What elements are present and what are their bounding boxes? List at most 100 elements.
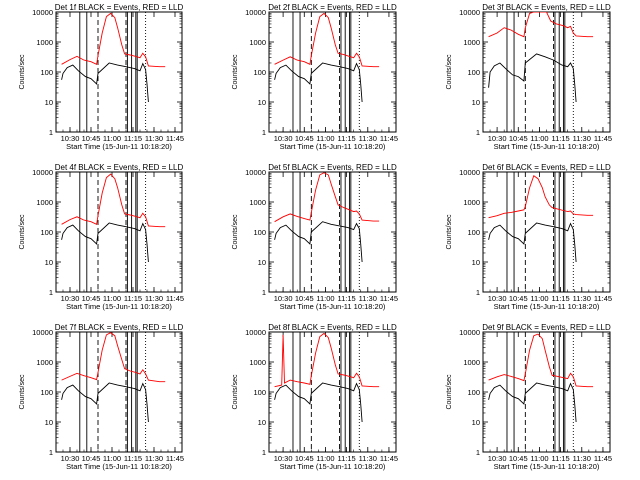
- chart-1-xtick-label: 11:00: [103, 134, 121, 143]
- chart-2-xtick-label: 10:30: [274, 134, 293, 143]
- chart-3-xtick-label: 10:30: [488, 134, 507, 143]
- chart-8-xtick-label: 11:15: [338, 454, 356, 463]
- chart-1-xtick-label: 10:30: [61, 134, 80, 143]
- chart-3-xtick-label: 10:45: [509, 134, 528, 143]
- chart-7-xtick-label: 11:45: [166, 454, 184, 463]
- chart-9-xtick-label: 10:45: [509, 454, 528, 463]
- chart-9-plot-frame: [482, 331, 611, 453]
- chart-5-xtick-label: 10:45: [295, 294, 314, 303]
- chart-7-ylabel: Counts/sec: [19, 374, 26, 410]
- chart-1-xlabel: Start Time (15-Jun-11 10:18:20): [66, 142, 172, 151]
- chart-4-lld-series-line: [61, 173, 166, 228]
- chart-4-ylabel: Counts/sec: [19, 214, 26, 250]
- chart-1-xtick-label: 11:45: [166, 134, 184, 143]
- chart-5-xtick-label: 11:15: [338, 294, 356, 303]
- chart-3-events-series-line: [488, 53, 577, 103]
- chart-2-title: Det 2f BLACK = Events, RED = LLD: [268, 3, 397, 12]
- chart-3-xtick-label: 11:00: [530, 134, 548, 143]
- chart-2-xtick-label: 11:00: [316, 134, 334, 143]
- chart-5-ytick-label: 10000: [245, 168, 266, 177]
- chart-4-ytick-label: 10: [45, 258, 53, 267]
- chart-6-xtick-label: 11:45: [594, 294, 612, 303]
- chart-2-ytick-label: 1: [262, 128, 266, 137]
- chart-4-xlabel: Start Time (15-Jun-11 10:18:20): [66, 302, 172, 311]
- chart-7-xtick-label: 11:00: [103, 454, 121, 463]
- chart-6-xlabel: Start Time (15-Jun-11 10:18:20): [494, 302, 600, 311]
- chart-9: Det 9f BLACK = Events, RED = LLD 1 10 100 10…: [446, 323, 612, 471]
- chart-6-xtick-label: 11:15: [552, 294, 570, 303]
- chart-4-xtick-label: 11:15: [124, 294, 142, 303]
- chart-3-ytick-label: 10000: [459, 8, 480, 17]
- chart-7-ytick-label: 10000: [32, 328, 53, 337]
- chart-3-xlabel: Start Time (15-Jun-11 10:18:20): [494, 142, 600, 151]
- chart-4-xtick-label: 11:45: [166, 294, 184, 303]
- chart-5-ylabel: Counts/sec: [232, 214, 239, 250]
- chart-6-xtick-label: 11:00: [530, 294, 548, 303]
- chart-9-xtick-label: 11:45: [594, 454, 612, 463]
- chart-4-ytick-label: 1000: [36, 198, 53, 207]
- chart-5-plot-frame: [268, 171, 397, 293]
- chart-5-title: Det 5f BLACK = Events, RED = LLD: [268, 163, 397, 172]
- chart-4-xtick-label: 11:30: [145, 294, 163, 303]
- chart-8-ytick-label: 10: [258, 418, 266, 427]
- chart-1-ytick-label: 10: [45, 98, 53, 107]
- chart-9-title: Det 9f BLACK = Events, RED = LLD: [482, 323, 611, 332]
- chart-7-ytick-label: 100: [40, 388, 53, 397]
- chart-1-lld-series-line: [61, 12, 166, 68]
- chart-2-ytick-label: 100: [253, 68, 266, 77]
- chart-3-xtick-label: 11:30: [573, 134, 591, 143]
- chart-9-xtick-label: 10:30: [488, 454, 507, 463]
- chart-3-ytick-label: 1: [476, 128, 480, 137]
- chart-1-ytick-label: 1000: [36, 38, 53, 47]
- chart-1-events-series-line: [61, 62, 149, 103]
- chart-9-lld-series-line: [488, 333, 594, 388]
- chart-5-xtick-label: 11:00: [316, 294, 334, 303]
- chart-3-ylabel: Counts/sec: [446, 54, 453, 90]
- chart-1-ytick-label: 10000: [32, 8, 53, 17]
- chart-2-ytick-label: 1000: [249, 38, 266, 47]
- chart-8-lld-series-line: [274, 332, 380, 388]
- chart-3-xtick-label: 11:15: [552, 134, 570, 143]
- chart-5-xlabel: Start Time (15-Jun-11 10:18:20): [280, 302, 386, 311]
- chart-8-title: Det 8f BLACK = Events, RED = LLD: [268, 323, 397, 332]
- chart-6-events-series-line: [488, 222, 577, 263]
- chart-8-xtick-label: 11:30: [359, 454, 377, 463]
- chart-6-lld-series-line: [488, 174, 594, 219]
- chart-2-ytick-label: 10000: [245, 8, 266, 17]
- chart-4-ytick-label: 1: [49, 288, 53, 297]
- chart-6-xtick-label: 11:30: [573, 294, 591, 303]
- chart-7-events-series-line: [61, 382, 149, 423]
- chart-6-ylabel: Counts/sec: [446, 214, 453, 250]
- chart-2-xtick-label: 10:45: [295, 134, 314, 143]
- chart-7-xtick-label: 11:15: [124, 454, 142, 463]
- chart-3-plot-frame: [482, 11, 611, 133]
- chart-8-events-series-line: [274, 382, 363, 423]
- chart-1: Det 1f BLACK = Events, RED = LLD 1 10 100 10…: [19, 3, 184, 151]
- chart-3-title: Det 3f BLACK = Events, RED = LLD: [482, 3, 611, 12]
- chart-9-ytick-label: 10000: [459, 328, 480, 337]
- chart-4-xtick-label: 10:30: [61, 294, 80, 303]
- chart-8-ytick-label: 10000: [245, 328, 266, 337]
- chart-2-events-series-line: [274, 62, 363, 103]
- chart-4-ytick-label: 10000: [32, 168, 53, 177]
- chart-3: Det 3f BLACK = Events, RED = LLD 1 10 100 10…: [446, 3, 612, 151]
- chart-7: Det 7f BLACK = Events, RED = LLD 1 10 100 10…: [19, 323, 184, 471]
- chart-9-xlabel: Start Time (15-Jun-11 10:18:20): [494, 462, 600, 471]
- chart-1-xtick-label: 11:30: [145, 134, 163, 143]
- chart-9-events-series-line: [488, 382, 577, 423]
- chart-2-xtick-label: 11:45: [380, 134, 398, 143]
- chart-7-ytick-label: 1: [49, 448, 53, 457]
- chart-6-ytick-label: 10: [472, 258, 480, 267]
- chart-7-ytick-label: 10: [45, 418, 53, 427]
- chart-3-ytick-label: 100: [467, 68, 480, 77]
- chart-1-xtick-label: 11:15: [124, 134, 142, 143]
- chart-8-xtick-label: 10:45: [295, 454, 314, 463]
- chart-6-ytick-label: 100: [467, 228, 480, 237]
- chart-1-ylabel: Counts/sec: [19, 54, 26, 90]
- chart-3-ytick-label: 10: [472, 98, 480, 107]
- chart-7-xtick-label: 10:45: [82, 454, 101, 463]
- chart-8-xtick-label: 11:45: [380, 454, 398, 463]
- chart-5-xtick-label: 11:30: [359, 294, 377, 303]
- chart-9-ytick-label: 1000: [463, 358, 480, 367]
